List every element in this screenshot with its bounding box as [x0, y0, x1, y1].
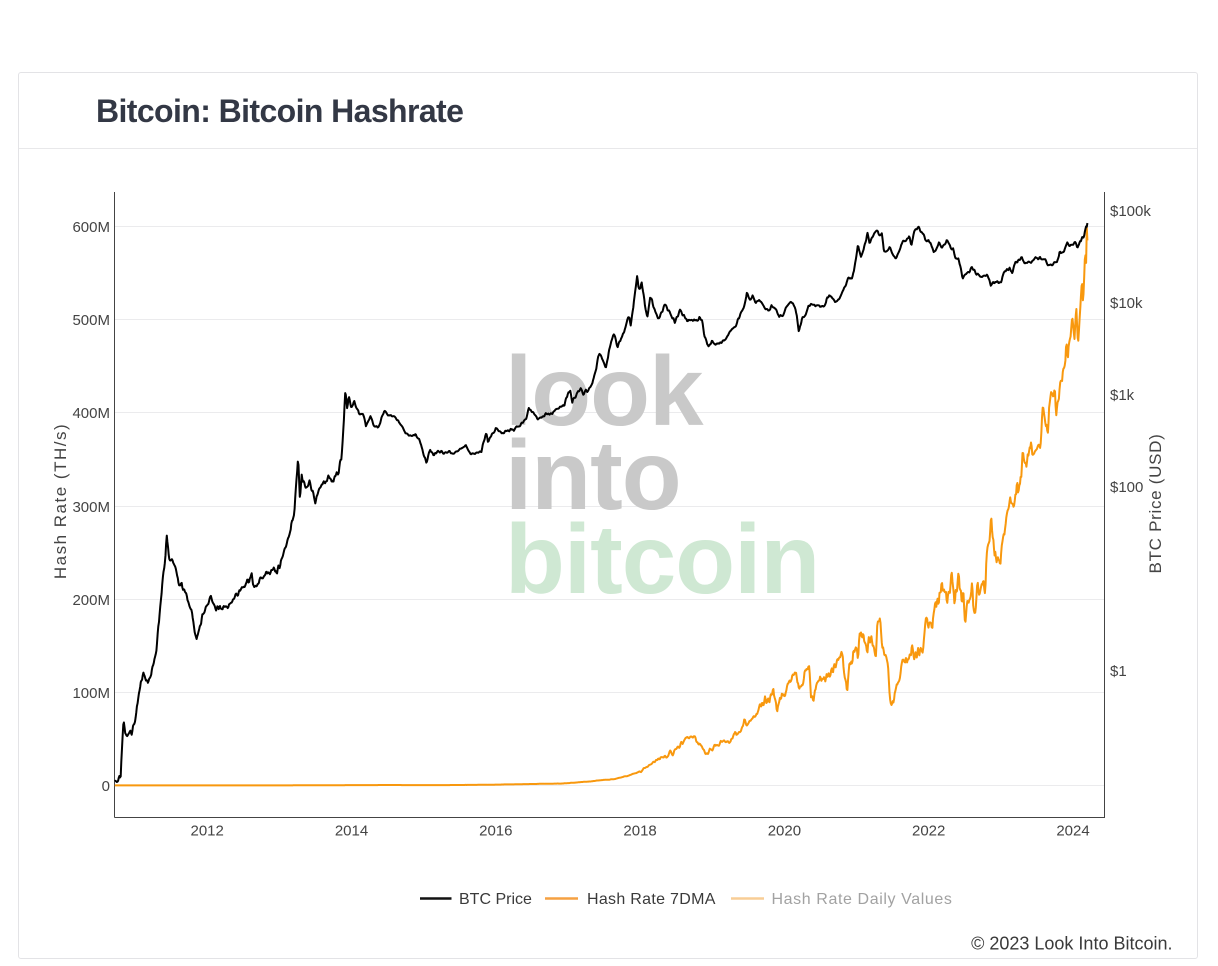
svg-text:2020: 2020: [768, 823, 801, 840]
svg-text:bitcoin: bitcoin: [505, 504, 819, 614]
svg-text:Hash Rate 7DMA: Hash Rate 7DMA: [587, 891, 716, 908]
svg-text:BTC Price (USD): BTC Price (USD): [1146, 434, 1165, 574]
svg-text:$100k: $100k: [1110, 203, 1151, 220]
svg-text:400M: 400M: [72, 405, 110, 422]
svg-text:2018: 2018: [623, 823, 656, 840]
svg-text:$1k: $1k: [1110, 387, 1135, 404]
svg-text:© 2023 Look Into Bitcoin.: © 2023 Look Into Bitcoin.: [971, 934, 1172, 954]
svg-text:look: look: [505, 336, 704, 446]
svg-text:600M: 600M: [72, 219, 110, 236]
svg-text:2022: 2022: [912, 823, 945, 840]
svg-text:2016: 2016: [479, 823, 512, 840]
svg-text:200M: 200M: [72, 592, 110, 609]
svg-text:2024: 2024: [1056, 823, 1089, 840]
svg-text:$100: $100: [1110, 479, 1143, 496]
svg-text:Hash Rate (TH/s): Hash Rate (TH/s): [51, 423, 70, 579]
svg-text:100M: 100M: [72, 685, 110, 702]
svg-text:BTC Price: BTC Price: [459, 891, 532, 908]
svg-text:Hash Rate Daily Values: Hash Rate Daily Values: [772, 891, 953, 908]
svg-text:into: into: [505, 420, 681, 530]
svg-text:2012: 2012: [191, 823, 224, 840]
svg-text:0: 0: [102, 778, 110, 795]
svg-text:300M: 300M: [72, 499, 110, 516]
svg-text:2014: 2014: [335, 823, 368, 840]
svg-text:$1: $1: [1110, 663, 1127, 680]
svg-text:500M: 500M: [72, 312, 110, 329]
svg-text:$10k: $10k: [1110, 295, 1143, 312]
